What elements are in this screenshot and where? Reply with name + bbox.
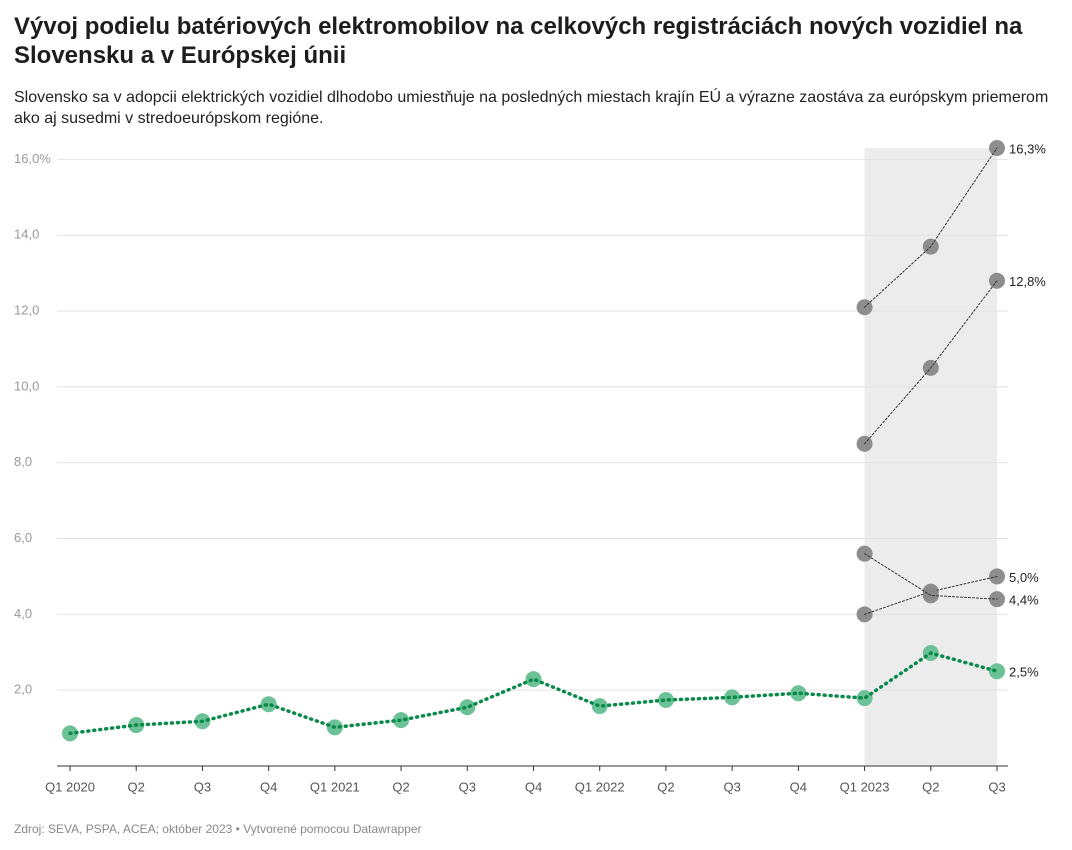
series-line [68, 651, 999, 736]
x-tick-label: Q3 [988, 779, 1005, 794]
y-tick-label: 8,0 [14, 454, 32, 469]
y-tick-label: 6,0 [14, 530, 32, 545]
data-point [790, 685, 807, 702]
x-tick-label: Q2 [657, 779, 674, 794]
series-line [864, 147, 998, 308]
x-tick-label: Q3 [723, 779, 740, 794]
data-point [591, 698, 608, 715]
x-tick-label: Q1 2023 [840, 779, 890, 794]
y-tick-label: 4,0 [14, 606, 32, 621]
y-tick-label: 16,0% [14, 151, 51, 166]
x-tick-label: Q3 [459, 779, 476, 794]
x-tick-label: Q1 2021 [310, 779, 360, 794]
chart-title: Vývoj podielu batériových elektromobilov… [14, 13, 1023, 69]
value-label: 4,4% [1009, 593, 1039, 608]
value-label: 2,5% [1009, 665, 1039, 680]
x-tick-label: Q1 2020 [45, 779, 95, 794]
data-point [525, 671, 542, 688]
x-tick-label: Q4 [790, 779, 807, 794]
value-label: 12,8% [1009, 274, 1046, 289]
y-tick-label: 12,0 [14, 302, 39, 317]
x-tick-label: Q2 [128, 779, 145, 794]
y-tick-label: 2,0 [14, 682, 32, 697]
source-note: Zdroj: SEVA, PSPA, ACEA; október 2023 • … [14, 822, 422, 836]
data-point [459, 699, 476, 716]
value-label: 16,3% [1009, 141, 1046, 156]
x-tick-label: Q2 [392, 779, 409, 794]
data-point [657, 692, 674, 709]
x-tick-label: Q1 2022 [575, 779, 625, 794]
series-line [864, 553, 998, 600]
series-line [864, 280, 998, 445]
chart: 2,0 4,0 6,0 8,0 10,0 12,0 14,0 16,0% Q1 2020 Q2 Q3… [14, 140, 1046, 794]
x-tick-label: Q4 [525, 779, 542, 794]
value-label: 5,0% [1009, 570, 1039, 585]
x-tick-label: Q4 [260, 779, 277, 794]
x-tick-label: Q3 [194, 779, 211, 794]
data-point [724, 689, 741, 706]
data-point [260, 696, 277, 713]
y-tick-label: 14,0 [14, 227, 39, 242]
x-tick-label: Q2 [922, 779, 939, 794]
data-point [989, 663, 1005, 680]
y-tick-label: 10,0 [14, 378, 39, 393]
chart-subtitle: Slovensko sa v adopcii elektrických vozi… [14, 89, 1049, 127]
